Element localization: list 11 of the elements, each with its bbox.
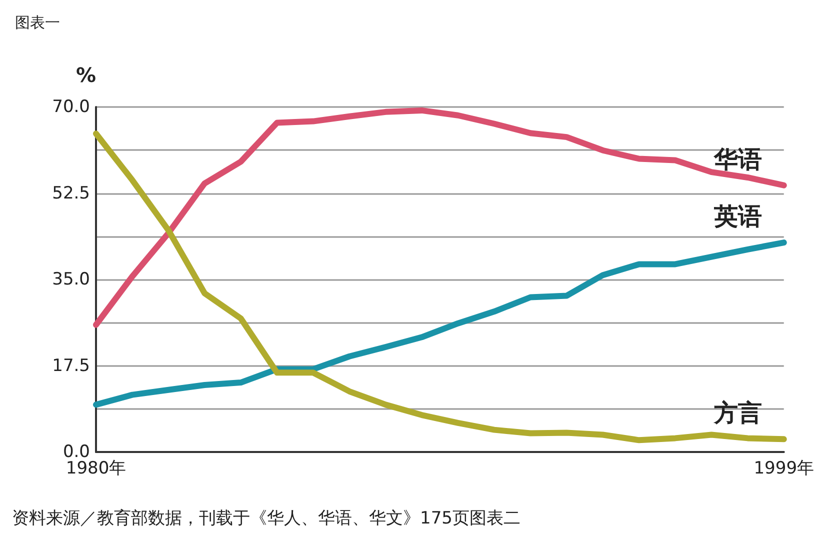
- series-label: 英语: [712, 202, 762, 231]
- y-axis-title: %: [76, 63, 96, 87]
- series-label: 方言: [712, 399, 762, 428]
- y-tick-label: 17.5: [52, 356, 90, 376]
- text: 资料来源／教育部数据，刊载于《华人、华语、华文》175页图表二: [12, 508, 520, 528]
- series-label: 华语: [712, 145, 762, 174]
- y-tick-label: 70.0: [52, 97, 90, 117]
- y-tick-label: 35.0: [52, 270, 90, 290]
- chart-title: 图表一: [15, 14, 60, 32]
- x-tick-label: 1999年: [754, 458, 814, 478]
- y-tick-label: 52.5: [52, 183, 90, 204]
